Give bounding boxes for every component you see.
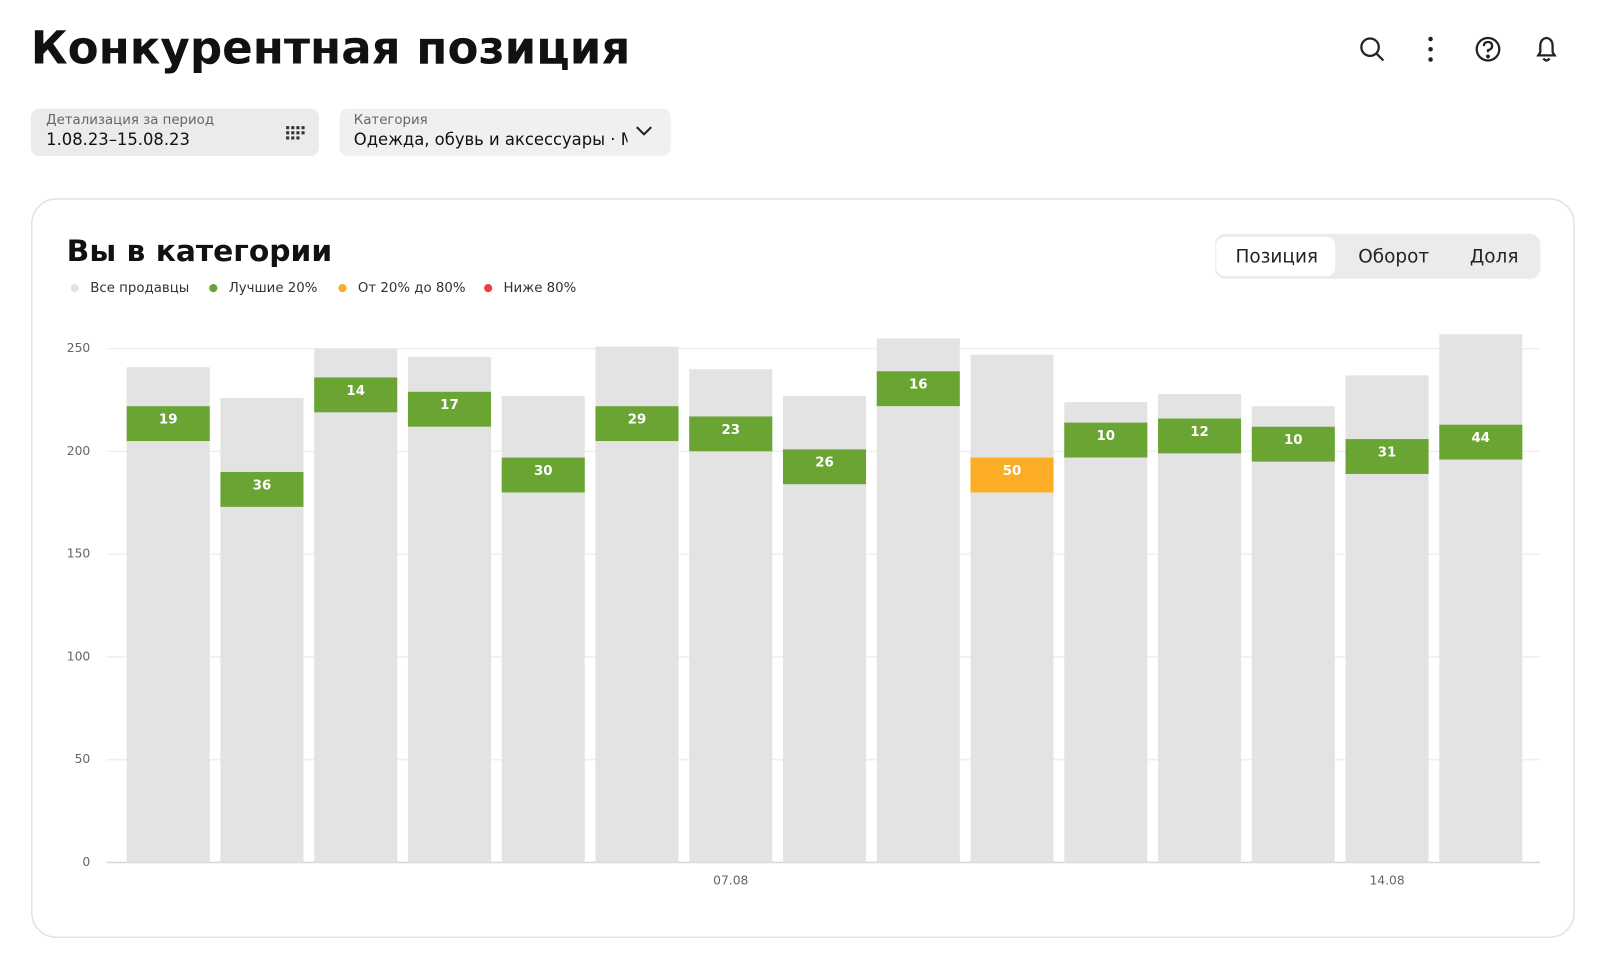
y-tick-label: 100 [67, 649, 90, 663]
bar [1439, 334, 1523, 863]
page-title: Конкурентная позиция [31, 21, 631, 74]
menu-icon[interactable] [1428, 36, 1433, 62]
position-box [1064, 422, 1148, 458]
position-box [407, 391, 492, 427]
tab-selected [1216, 236, 1336, 276]
position-box [126, 406, 210, 442]
position-label: 36 [253, 478, 272, 493]
position-box [1345, 439, 1429, 474]
legend-label: От 20% до 80% [358, 281, 466, 296]
bar [1158, 393, 1242, 863]
bar [689, 369, 773, 863]
bar [220, 397, 304, 863]
chevron-icon [636, 126, 652, 136]
bar [314, 348, 398, 863]
legend-dot [338, 284, 347, 293]
position-label: 14 [346, 384, 365, 399]
legend-dot [484, 284, 493, 293]
bar [126, 367, 210, 863]
notifications-icon[interactable] [1536, 36, 1557, 62]
legend-label: Все продавцы [90, 281, 189, 296]
calendar-icon [286, 126, 305, 140]
position-label: 16 [909, 378, 928, 393]
legend: Все продавцы Лучшие 20% От 20% до 80% Ниже … [70, 281, 577, 296]
position-label: 23 [721, 423, 740, 438]
filter-value: Одежда, обувь и аксессуары · Мужская оде… [354, 130, 771, 149]
position-label: 30 [534, 464, 553, 479]
bar [407, 356, 492, 863]
bar [970, 354, 1054, 863]
y-tick-label: 150 [67, 547, 90, 561]
chart: 0 50 100 150 200 250 19 36 14 17 30 29 23 07.08 26 16 50… [67, 334, 1541, 887]
y-tick-label: 200 [67, 444, 90, 458]
legend-dot [70, 284, 79, 293]
position-label: 10 [1097, 429, 1116, 444]
tab[interactable]: Позиция [1235, 246, 1318, 267]
help-icon[interactable] [1475, 36, 1501, 62]
position-label: 12 [1190, 425, 1209, 440]
position-box [689, 416, 773, 452]
search-icon[interactable] [1360, 37, 1385, 62]
position-box [501, 457, 585, 493]
period-filter[interactable]: Детализация за период 1.08.23–15.08.23 [30, 108, 319, 156]
toolbar [1360, 36, 1557, 62]
position-label: 29 [628, 413, 647, 428]
filter-box [339, 108, 671, 156]
position-box [1439, 424, 1523, 460]
position-box [595, 406, 679, 442]
bar [1251, 406, 1335, 863]
y-tick-label: 250 [67, 341, 90, 355]
filter-label: Детализация за период [46, 113, 214, 128]
filter-value: 1.08.23–15.08.23 [46, 130, 190, 149]
x-tick-label: 07.08 [713, 873, 748, 887]
position-label: 19 [159, 413, 178, 428]
position-label: 50 [1003, 464, 1022, 479]
position-label: 31 [1378, 445, 1397, 460]
tab[interactable]: Доля [1470, 246, 1519, 267]
legend-label: Лучшие 20% [229, 281, 318, 296]
chart-title: Вы в категории [67, 234, 333, 269]
position-label: 44 [1472, 431, 1491, 446]
position-box [782, 449, 867, 485]
position-box [314, 377, 398, 413]
position-label: 17 [440, 398, 459, 413]
legend-label: Ниже 80% [504, 281, 577, 296]
position-box [970, 457, 1054, 493]
filter-box [30, 108, 319, 156]
x-tick-label: 14.08 [1369, 873, 1404, 887]
y-tick-label: 50 [75, 752, 91, 766]
tab[interactable]: Оборот [1358, 246, 1429, 267]
legend-dot [209, 284, 218, 293]
tabs: Позиция Оборот Доля [1216, 236, 1519, 276]
position-label: 10 [1284, 433, 1303, 448]
position-box [876, 371, 960, 407]
category-filter[interactable]: Категория Одежда, обувь и аксессуары · М… [339, 108, 771, 156]
filter-label: Категория [354, 113, 428, 128]
position-box [220, 471, 304, 507]
position-box [1251, 426, 1335, 462]
bar [876, 338, 960, 863]
bar [1064, 402, 1148, 863]
position-box [1158, 418, 1242, 454]
y-tick-label: 0 [82, 855, 90, 869]
position-label: 26 [815, 456, 834, 471]
